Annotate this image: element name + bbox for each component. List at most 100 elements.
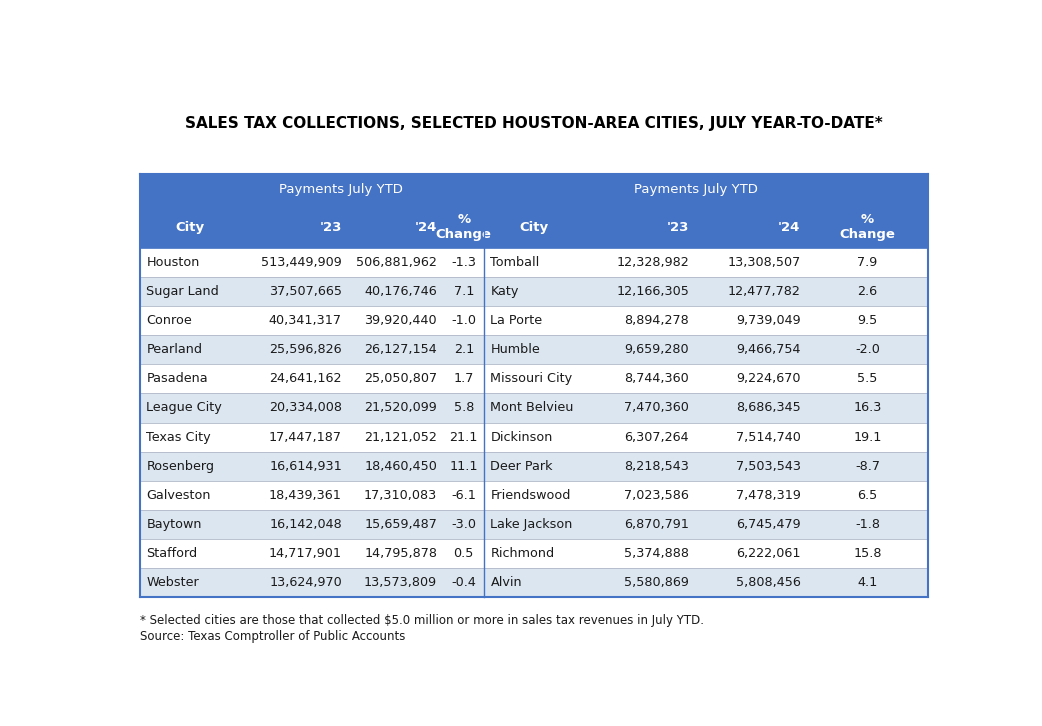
Text: 12,328,982: 12,328,982 [616, 256, 689, 269]
Bar [140, 423, 928, 452]
Bar [140, 174, 928, 248]
Text: 37,507,665: 37,507,665 [269, 285, 342, 298]
Text: 6,870,791: 6,870,791 [624, 518, 689, 531]
Text: 21.1: 21.1 [449, 431, 478, 444]
Bar [140, 568, 928, 597]
Text: Texas City: Texas City [146, 431, 212, 444]
Text: Sugar Land: Sugar Land [146, 285, 219, 298]
Text: 39,920,440: 39,920,440 [365, 314, 438, 327]
Text: '23: '23 [667, 221, 689, 234]
Text: 0.5: 0.5 [453, 547, 474, 560]
Bar [140, 481, 928, 510]
Text: 13,573,809: 13,573,809 [364, 576, 438, 589]
Text: -3.0: -3.0 [451, 518, 476, 531]
Text: 8,686,345: 8,686,345 [736, 401, 800, 415]
Text: Houston: Houston [146, 256, 200, 269]
Text: 25,596,826: 25,596,826 [269, 343, 342, 356]
Text: 8,744,360: 8,744,360 [624, 372, 689, 386]
Text: 9,224,670: 9,224,670 [736, 372, 800, 386]
Text: La Porte: La Porte [491, 314, 543, 327]
Text: Rosenberg: Rosenberg [146, 460, 215, 473]
Text: 7,514,740: 7,514,740 [736, 431, 800, 444]
Text: 7,470,360: 7,470,360 [624, 401, 689, 415]
Text: Pearland: Pearland [146, 343, 202, 356]
Text: 17,447,187: 17,447,187 [269, 431, 342, 444]
Text: 8,218,543: 8,218,543 [624, 460, 689, 473]
Text: Source: Texas Comptroller of Public Accounts: Source: Texas Comptroller of Public Acco… [140, 629, 405, 643]
Text: 506,881,962: 506,881,962 [356, 256, 438, 269]
Text: 21,520,099: 21,520,099 [365, 401, 438, 415]
Text: City: City [175, 221, 204, 234]
Text: 5.8: 5.8 [453, 401, 474, 415]
Text: Friendswood: Friendswood [491, 489, 571, 502]
Text: Payments July YTD: Payments July YTD [634, 184, 758, 197]
Text: 9,739,049: 9,739,049 [736, 314, 800, 327]
Text: 11.1: 11.1 [449, 460, 478, 473]
Text: 19.1: 19.1 [853, 431, 882, 444]
Text: 6,745,479: 6,745,479 [736, 518, 800, 531]
Text: Tomball: Tomball [491, 256, 540, 269]
Text: 14,795,878: 14,795,878 [364, 547, 438, 560]
Text: League City: League City [146, 401, 222, 415]
Text: Baytown: Baytown [146, 518, 202, 531]
Text: City: City [520, 221, 548, 234]
Text: Dickinson: Dickinson [491, 431, 553, 444]
Text: 13,308,507: 13,308,507 [727, 256, 800, 269]
Text: -1.8: -1.8 [855, 518, 880, 531]
Text: Conroe: Conroe [146, 314, 192, 327]
Text: 6,307,264: 6,307,264 [624, 431, 689, 444]
Text: 9,659,280: 9,659,280 [624, 343, 689, 356]
Text: 5,808,456: 5,808,456 [736, 576, 800, 589]
Text: 5,374,888: 5,374,888 [624, 547, 689, 560]
Text: 513,449,909: 513,449,909 [262, 256, 342, 269]
Text: Lake Jackson: Lake Jackson [491, 518, 573, 531]
Text: 8,894,278: 8,894,278 [624, 314, 689, 327]
Text: 4.1: 4.1 [858, 576, 877, 589]
Text: 16,614,931: 16,614,931 [269, 460, 342, 473]
Bar [140, 539, 928, 568]
Text: 6.5: 6.5 [858, 489, 877, 502]
Text: 1.7: 1.7 [453, 372, 474, 386]
Text: '24: '24 [415, 221, 438, 234]
Text: 25,050,807: 25,050,807 [364, 372, 438, 386]
Text: 16,142,048: 16,142,048 [269, 518, 342, 531]
Text: Webster: Webster [146, 576, 199, 589]
Text: Alvin: Alvin [491, 576, 522, 589]
Text: -0.4: -0.4 [451, 576, 476, 589]
Bar [140, 364, 928, 393]
Text: 12,477,782: 12,477,782 [727, 285, 800, 298]
Text: * Selected cities are those that collected $5.0 million or more in sales tax rev: * Selected cities are those that collect… [140, 614, 704, 627]
Text: 14,717,901: 14,717,901 [269, 547, 342, 560]
Text: 21,121,052: 21,121,052 [365, 431, 438, 444]
Text: 15,659,487: 15,659,487 [365, 518, 438, 531]
Text: Richmond: Richmond [491, 547, 554, 560]
Text: 24,641,162: 24,641,162 [269, 372, 342, 386]
Text: 18,439,361: 18,439,361 [269, 489, 342, 502]
Text: 40,341,317: 40,341,317 [269, 314, 342, 327]
Text: Pasadena: Pasadena [146, 372, 208, 386]
Bar [140, 452, 928, 481]
Text: 12,166,305: 12,166,305 [616, 285, 689, 298]
Text: 5.5: 5.5 [858, 372, 877, 386]
Bar [140, 306, 928, 335]
Text: -6.1: -6.1 [451, 489, 476, 502]
Text: Missouri City: Missouri City [491, 372, 572, 386]
Text: Deer Park: Deer Park [491, 460, 553, 473]
Text: 2.1: 2.1 [453, 343, 474, 356]
Text: 26,127,154: 26,127,154 [365, 343, 438, 356]
Text: Katy: Katy [491, 285, 519, 298]
Bar [140, 393, 928, 423]
Text: 2.6: 2.6 [858, 285, 877, 298]
Text: 40,176,746: 40,176,746 [365, 285, 438, 298]
Text: 7.1: 7.1 [453, 285, 474, 298]
Text: -8.7: -8.7 [855, 460, 880, 473]
Text: -1.0: -1.0 [451, 314, 476, 327]
Text: -1.3: -1.3 [451, 256, 476, 269]
Text: -2.0: -2.0 [855, 343, 880, 356]
Text: 13,624,970: 13,624,970 [269, 576, 342, 589]
Text: Mont Belvieu: Mont Belvieu [491, 401, 574, 415]
Text: Galveston: Galveston [146, 489, 210, 502]
Text: %
Change: % Change [840, 213, 895, 241]
Bar [140, 335, 928, 364]
Text: 16.3: 16.3 [853, 401, 882, 415]
